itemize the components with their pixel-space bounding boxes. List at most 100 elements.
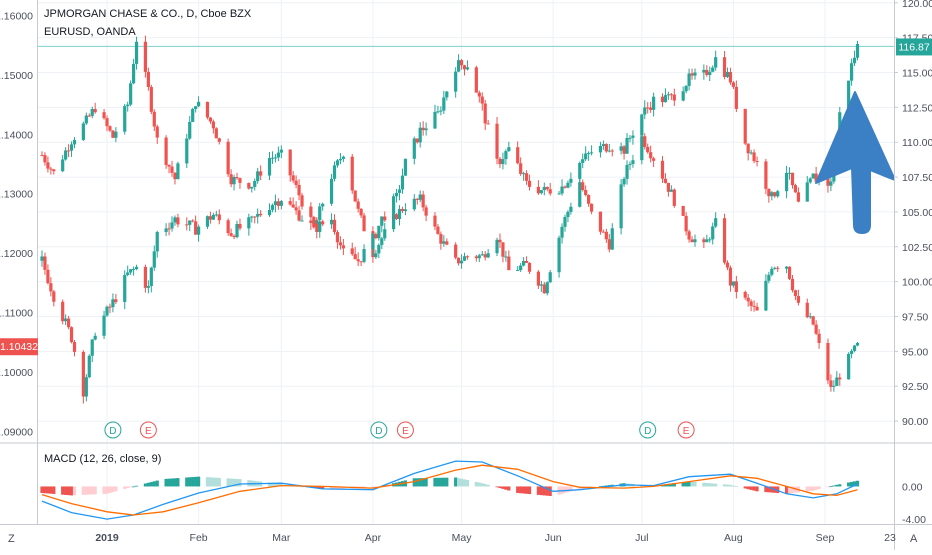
time-axis-tick[interactable]: Mar [272, 532, 291, 544]
eurusd-candle [84, 115, 88, 124]
eurusd-candle [486, 253, 490, 258]
time-axis-tick[interactable]: Feb [190, 532, 208, 544]
annotation-arrow[interactable] [815, 91, 895, 234]
dividend-marker-label[interactable]: D [644, 426, 651, 437]
eurusd-candle [108, 126, 112, 131]
eurusd-candle [267, 158, 272, 176]
left-axis-tick[interactable]: 1.13000 [0, 189, 33, 201]
time-axis-tick[interactable]: Apr [365, 532, 382, 544]
eurusd-candle [214, 128, 218, 139]
macd-histogram-bar [126, 486, 130, 489]
jpm-candle [672, 94, 676, 101]
eurusd-candle [279, 149, 283, 153]
left-axis-tick[interactable]: 1.11000 [0, 307, 33, 319]
eurusd-candle [746, 297, 750, 302]
corner-left-label[interactable]: Z [8, 533, 15, 545]
main-pane[interactable] [38, 0, 894, 442]
macd-histogram-bar [504, 486, 508, 490]
left-axis-tick[interactable]: 1.09000 [0, 426, 33, 438]
right-axis-tick[interactable]: 95.00 [902, 346, 928, 358]
macd-histogram-bar [40, 486, 44, 493]
right-axis-tick[interactable]: 107.50 [902, 172, 932, 184]
dividend-marker-icon[interactable] [639, 421, 657, 439]
macd-axis-tick[interactable]: -4.00 [902, 514, 926, 526]
eurusd-candle [459, 260, 464, 264]
right-axis-tick[interactable]: 100.00 [902, 277, 932, 289]
right-axis-tick[interactable]: 105.00 [902, 207, 932, 219]
right-axis-tick[interactable]: 90.00 [902, 416, 928, 428]
jpm-candle [607, 150, 611, 152]
left-axis-tick[interactable]: 1.12000 [0, 248, 33, 260]
left-axis-tick[interactable]: 1.14000 [0, 129, 33, 141]
dividend-marker-icon[interactable] [370, 421, 388, 439]
up-arrow-icon[interactable] [815, 91, 895, 234]
eurusd-candle [832, 385, 836, 387]
macd-histogram-bar [702, 482, 706, 487]
legend-macd[interactable]: MACD (12, 26, close, 9) [44, 453, 161, 465]
eurusd-candle [176, 163, 180, 180]
left-axis-tick[interactable]: 1.15000 [0, 70, 33, 82]
time-axis-tick[interactable]: Aug [724, 532, 743, 544]
eurusd-candle [114, 131, 118, 138]
macd-histogram-bar [105, 486, 109, 494]
jpm-candle [276, 201, 280, 206]
jpm-candle [439, 110, 443, 112]
macd-histogram-bar [229, 478, 233, 487]
earnings-marker-label[interactable]: E [402, 426, 409, 437]
eurusd-candle [433, 215, 437, 227]
time-axis-tick[interactable]: Jul [635, 532, 648, 544]
eurusd-candle [93, 108, 97, 113]
right-axis-tick[interactable]: 115.00 [902, 68, 932, 80]
eurusd-candle [332, 165, 337, 179]
time-axis-tick[interactable]: Jun [545, 532, 562, 544]
jpm-candle [397, 189, 402, 193]
dividend-marker-icon[interactable] [104, 421, 122, 439]
time-axis-tick[interactable]: 23 [884, 532, 896, 544]
macd-histogram-bar [318, 486, 322, 489]
right-axis-tick[interactable]: 112.50 [902, 102, 932, 114]
eurusd-candle [167, 164, 171, 167]
time-axis-tick[interactable]: May [452, 532, 473, 544]
jpm-candle [770, 192, 774, 197]
legend-primary[interactable]: JPMORGAN CHASE & CO., D, Cboe BZX [44, 8, 252, 20]
right-axis-tick[interactable]: 102.50 [902, 242, 932, 254]
eurusd-candle [235, 177, 239, 179]
macd-histogram-bar [495, 486, 499, 488]
eurusd-candle [714, 218, 718, 227]
earnings-marker-icon[interactable] [396, 421, 414, 439]
jpm-candle [309, 220, 313, 223]
earnings-marker-label[interactable]: E [683, 426, 690, 437]
jpm-candle [631, 135, 635, 138]
eurusd-candle [755, 306, 759, 311]
earnings-marker-icon[interactable] [677, 421, 695, 439]
macd-histogram-bar [814, 486, 818, 490]
eurusd-candle [442, 241, 446, 244]
macd-histogram-bar [770, 486, 774, 493]
dividend-marker-label[interactable]: D [109, 426, 116, 437]
jpm-candle [838, 112, 842, 138]
left-axis-tick[interactable]: 1.10000 [0, 367, 33, 379]
right-axis-tick[interactable]: 120.00 [902, 0, 932, 10]
right-axis-tick[interactable]: 97.50 [902, 312, 928, 324]
time-axis-tick[interactable]: Sep [816, 532, 835, 544]
eurusd-candle [728, 267, 733, 286]
eurusd-candle [194, 106, 198, 109]
jpm-candle [649, 107, 653, 110]
earnings-marker-label[interactable]: E [145, 426, 152, 437]
corner-right-label[interactable]: A [910, 533, 918, 545]
macd-histogram-bar [235, 478, 239, 487]
right-axis-tick[interactable]: 92.50 [902, 381, 928, 393]
right-axis-tick[interactable]: 110.00 [902, 137, 932, 149]
dividend-marker-label[interactable]: D [375, 426, 382, 437]
eurusd-candle [687, 231, 691, 240]
macd-axis-tick[interactable]: 0.00 [902, 481, 923, 493]
jpm-candle [548, 189, 552, 194]
time-axis-tick[interactable]: 2019 [95, 532, 119, 544]
legend-secondary[interactable]: EURUSD, OANDA [44, 26, 136, 38]
earnings-marker-icon[interactable] [139, 421, 157, 439]
jpm-candle [318, 221, 322, 232]
left-axis-tick[interactable]: 1.16000 [0, 10, 33, 22]
